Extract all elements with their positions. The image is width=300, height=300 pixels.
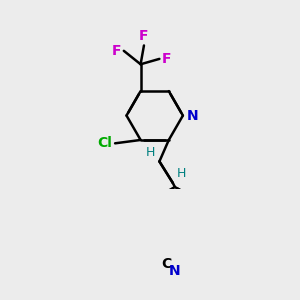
Text: Cl: Cl [98,136,112,150]
Text: F: F [162,52,172,66]
Text: H: H [177,167,186,180]
Text: F: F [139,29,149,43]
Text: H: H [146,146,155,159]
Text: N: N [169,264,181,278]
Text: C: C [161,256,172,271]
Text: N: N [187,109,199,122]
Text: F: F [112,44,121,58]
